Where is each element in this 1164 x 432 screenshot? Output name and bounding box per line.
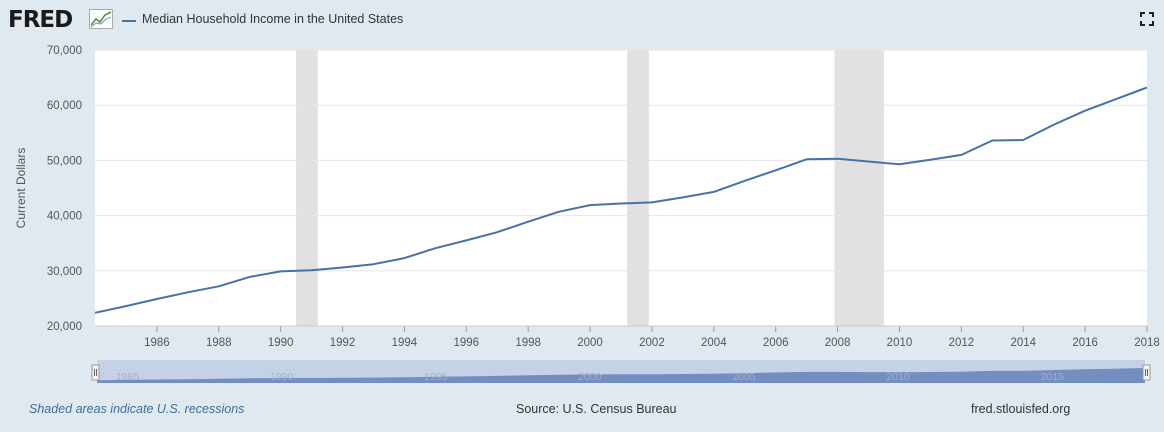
y-tick-label: 40,000 bbox=[47, 211, 82, 223]
y-tick-label: 70,000 bbox=[47, 45, 82, 57]
navigator-label: 1995 bbox=[424, 371, 448, 383]
recession-band bbox=[296, 50, 318, 326]
y-tick-label: 20,000 bbox=[47, 321, 82, 333]
recession-band bbox=[834, 50, 884, 326]
navigator-label: 2015 bbox=[1041, 371, 1065, 383]
range-navigator[interactable]: 1985 1990 1995 2000 2005 2010 2015 bbox=[91, 360, 1151, 383]
source-text: Source: U.S. Census Bureau bbox=[516, 402, 677, 416]
navigator-label: 2005 bbox=[732, 371, 756, 383]
y-tick-label: 60,000 bbox=[47, 100, 82, 112]
x-tick-label: 2010 bbox=[887, 337, 913, 349]
series-layer bbox=[94, 86, 1148, 314]
series-line bbox=[94, 86, 1148, 314]
legend-label[interactable]: Median Household Income in the United St… bbox=[142, 12, 404, 26]
x-tick-label: 2018 bbox=[1134, 337, 1160, 349]
x-tick-label: 2014 bbox=[1010, 337, 1036, 349]
navigator-label: 2000 bbox=[578, 371, 602, 383]
x-tick-label: 2012 bbox=[949, 337, 975, 349]
site-link[interactable]: fred.stlouisfed.org bbox=[971, 402, 1071, 416]
y-axis-label: Current Dollars bbox=[14, 148, 28, 229]
legend-swatch bbox=[122, 20, 136, 22]
recession-bands bbox=[296, 50, 884, 326]
x-tick-label: 2016 bbox=[1072, 337, 1098, 349]
x-tick-label: 1992 bbox=[330, 337, 356, 349]
x-tick-label: 1994 bbox=[392, 337, 418, 349]
navigator-area bbox=[97, 368, 1145, 383]
navigator-series bbox=[97, 368, 1145, 383]
navigator-label: 1985 bbox=[116, 371, 140, 383]
plot-area bbox=[95, 50, 1147, 326]
y-axis: 20,000 30,000 40,000 50,000 60,000 70,000 bbox=[47, 45, 82, 333]
x-tick-label: 2004 bbox=[701, 337, 727, 349]
recession-band bbox=[627, 50, 649, 326]
navigator-right-handle[interactable] bbox=[1142, 364, 1151, 381]
x-tick-label: 1988 bbox=[206, 337, 232, 349]
navigator-labels: 1985 1990 1995 2000 2005 2010 2015 bbox=[116, 371, 1064, 383]
navigator-label: 2010 bbox=[886, 371, 910, 383]
recession-note: Shaded areas indicate U.S. recessions bbox=[29, 402, 245, 416]
line-chart: 20,000 30,000 40,000 50,000 60,000 70,000 198… bbox=[14, 45, 1160, 383]
x-tick-label: 2008 bbox=[825, 337, 851, 349]
x-tick-label: 1996 bbox=[453, 337, 479, 349]
fred-logo[interactable]: FRED bbox=[8, 7, 73, 33]
navigator-left-handle[interactable] bbox=[91, 364, 100, 381]
x-tick-label: 1990 bbox=[268, 337, 294, 349]
chart-header: FRED Median Household Income in the Unit… bbox=[0, 0, 1164, 40]
x-tick-label: 2000 bbox=[577, 337, 603, 349]
line-chart-icon bbox=[89, 9, 113, 29]
y-tick-label: 30,000 bbox=[47, 266, 82, 278]
x-tick-label: 2006 bbox=[763, 337, 789, 349]
x-tick-label: 1986 bbox=[144, 337, 170, 349]
x-tick-label: 1998 bbox=[515, 337, 541, 349]
x-tick-label: 2002 bbox=[639, 337, 665, 349]
x-axis: 1986 1988 1990 1992 1994 1996 1998 2000 2002 2004… bbox=[95, 325, 1160, 349]
y-tick-label: 50,000 bbox=[47, 155, 82, 167]
navigator-label: 1990 bbox=[270, 371, 294, 383]
chart-footer: Shaded areas indicate U.S. recessions So… bbox=[0, 398, 1164, 420]
fullscreen-icon[interactable] bbox=[1140, 12, 1154, 26]
